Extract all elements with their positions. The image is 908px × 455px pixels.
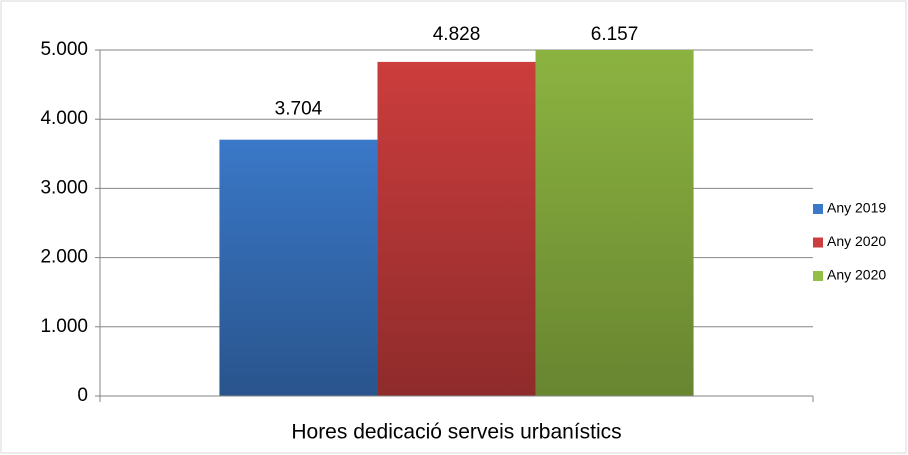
bar (219, 139, 378, 396)
legend-swatch (813, 204, 823, 214)
legend-swatch (813, 271, 823, 281)
legend-label: Any 2019 (827, 200, 886, 216)
bar (535, 50, 694, 396)
data-label: 6.157 (591, 24, 639, 45)
y-tick-label: 5.000 (40, 39, 88, 60)
bar (377, 61, 536, 396)
legend-swatch (813, 237, 823, 248)
y-tick-label: 3.000 (40, 177, 88, 198)
y-tick-label: 2.000 (40, 247, 88, 268)
data-label: 4.828 (433, 24, 481, 45)
y-tick-label: 1.000 (40, 316, 88, 337)
y-tick-label: 4.000 (40, 108, 88, 129)
x-tick-label: Hores dedicació serveis urbanístics (291, 421, 621, 444)
data-label: 3.704 (275, 99, 323, 120)
legend-label: Any 2020 (827, 233, 886, 249)
y-tick-label: 0 (77, 385, 88, 406)
legend-label: Any 2020 (827, 267, 886, 283)
